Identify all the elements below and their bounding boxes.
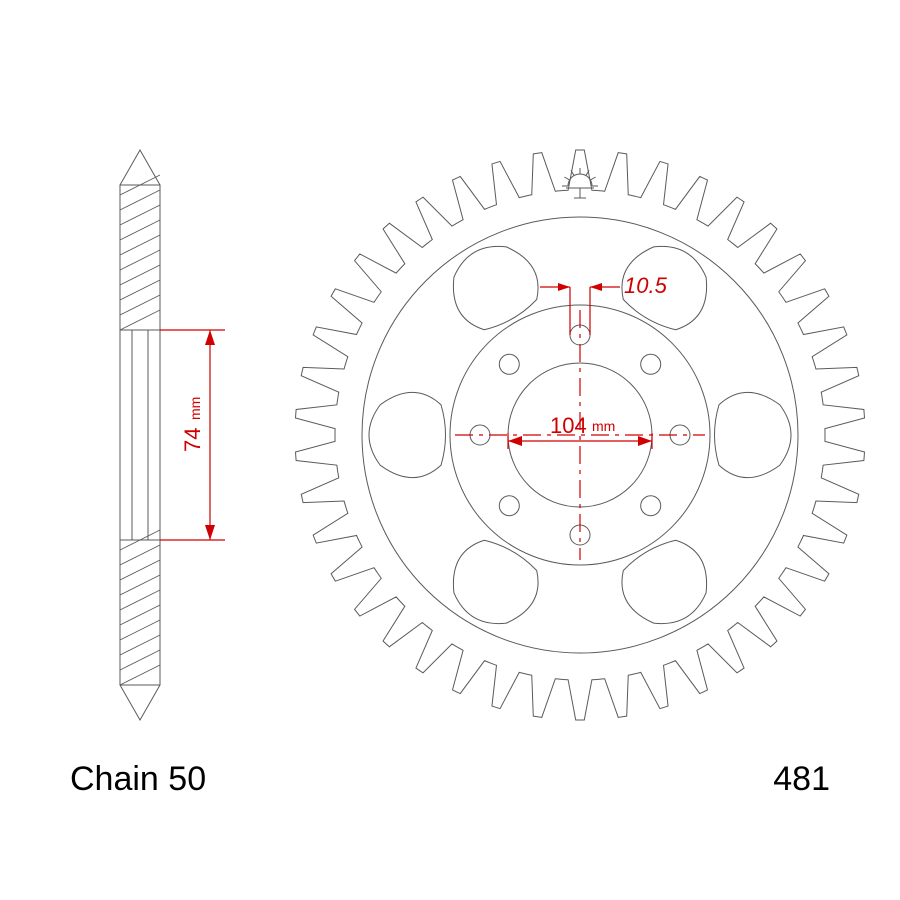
svg-text:mm: mm — [187, 397, 203, 420]
dim-74mm: 74 mm — [160, 330, 225, 540]
cutout — [610, 530, 722, 639]
bolt-hole — [499, 354, 519, 374]
logo-mark — [562, 168, 598, 198]
svg-text:mm: mm — [592, 418, 615, 434]
bolt-hole — [499, 496, 519, 516]
cutout — [369, 392, 446, 477]
dim-74-unit: mm — [187, 397, 203, 420]
sprocket-front-view: 104 mm 10.5 — [280, 0, 900, 770]
cutout — [438, 530, 550, 639]
dim-104-text: 104 — [550, 413, 587, 438]
dim-10p5-text: 10.5 — [624, 273, 668, 298]
cutout — [715, 392, 792, 477]
part-number: 481 — [773, 760, 830, 799]
svg-text:74: 74 — [180, 428, 205, 452]
dim-74-value: 74 — [180, 428, 205, 452]
side-section-view: 74 mm — [0, 0, 280, 770]
bolt-hole — [641, 496, 661, 516]
chain-label: Chain 50 — [70, 760, 206, 799]
bolt-hole — [641, 354, 661, 374]
cutout — [438, 231, 550, 340]
